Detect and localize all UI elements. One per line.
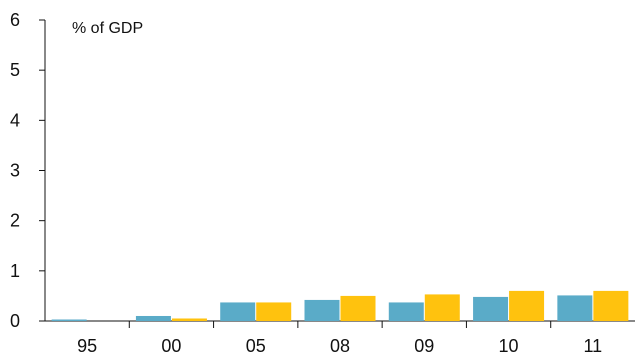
bar	[509, 290, 545, 321]
y-axis: 0 1 2 3 4 5 6	[10, 10, 46, 331]
bar	[304, 299, 340, 321]
bar	[473, 296, 509, 321]
x-tick-label: 00	[161, 336, 181, 356]
x-tick-label: 95	[77, 336, 97, 356]
y-tick-label: 3	[10, 161, 20, 181]
bar	[388, 302, 424, 321]
x-tick-label: 10	[499, 336, 519, 356]
y-tick-label: 1	[10, 261, 20, 281]
x-tick-label: 08	[330, 336, 350, 356]
bar	[593, 290, 629, 321]
y-tick-label: 6	[10, 10, 20, 30]
bar	[51, 319, 87, 321]
unit-label: % of GDP	[72, 20, 143, 37]
y-tick-label: 0	[10, 311, 20, 331]
bar	[171, 318, 207, 321]
y-tick-label: 5	[10, 60, 20, 80]
bar	[424, 294, 460, 321]
y-tick-label: 4	[10, 110, 20, 130]
bar	[256, 302, 292, 321]
bar	[557, 295, 593, 321]
bars	[51, 290, 629, 321]
x-axis: 95 00 05 08 09 10 11	[45, 320, 635, 356]
x-tick-label: 11	[584, 336, 603, 356]
x-tick-label: 05	[246, 336, 266, 356]
bar	[135, 315, 171, 321]
y-tick-label: 2	[10, 211, 20, 231]
bar	[340, 295, 376, 321]
x-tick-label: 09	[414, 336, 434, 356]
bar	[220, 302, 256, 321]
